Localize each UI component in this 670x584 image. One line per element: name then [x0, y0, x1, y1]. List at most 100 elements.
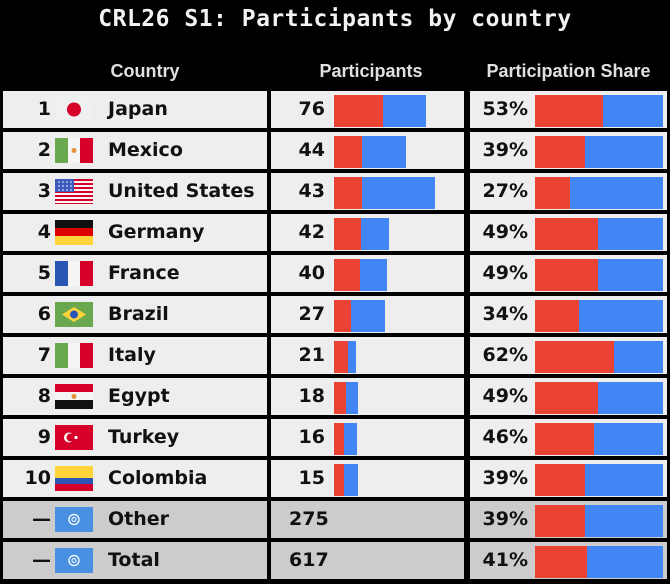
share-value: 53%: [482, 98, 528, 120]
rank-label: 8: [37, 385, 51, 407]
japan-flag-icon: [55, 97, 93, 122]
country-name: Turkey: [108, 426, 180, 448]
participants-bar: [334, 382, 358, 414]
country-cell: 4 Germany: [3, 214, 267, 251]
rank-label: —: [32, 508, 51, 530]
country-cell: 5 France: [3, 255, 267, 292]
participants-value: 16: [298, 426, 325, 448]
table-row: 2 Mexico 44 39%: [0, 132, 670, 169]
participants-cell: 16: [271, 419, 464, 456]
rank-label: —: [32, 549, 51, 571]
share-value: 49%: [482, 385, 528, 407]
participants-bar: [334, 95, 426, 127]
share-value: 49%: [482, 262, 528, 284]
header-country: Country: [110, 61, 180, 81]
share-value: 39%: [482, 508, 528, 530]
share-cell: 49%: [470, 214, 667, 251]
share-bar: [535, 341, 663, 373]
country-cell: — Total: [3, 542, 267, 579]
country-name: Italy: [108, 344, 156, 366]
usa-flag-icon: [55, 179, 93, 204]
table-row: 10 Colombia 15 39%: [0, 460, 670, 497]
egypt-flag-icon: [55, 384, 93, 409]
country-cell: 10 Colombia: [3, 460, 267, 497]
country-name: Brazil: [108, 303, 169, 325]
participants-bar: [334, 464, 358, 496]
turkey-flag-icon: [55, 425, 93, 450]
share-bar: [535, 218, 663, 250]
rank-label: 4: [37, 221, 51, 243]
country-name: Japan: [108, 98, 168, 120]
share-cell: 39%: [470, 501, 667, 538]
rank-label: 1: [37, 98, 51, 120]
share-value: 39%: [482, 467, 528, 489]
participants-value: 617: [289, 549, 329, 571]
country-cell: 6 Brazil: [3, 296, 267, 333]
participants-cell: 275: [271, 501, 464, 538]
participants-cell: 42: [271, 214, 464, 251]
participants-value: 275: [289, 508, 329, 530]
share-cell: 41%: [470, 542, 667, 579]
country-cell: 7 Italy: [3, 337, 267, 374]
share-cell: 34%: [470, 296, 667, 333]
share-value: 39%: [482, 139, 528, 161]
header-participants: Participants: [319, 61, 423, 81]
country-name: Mexico: [108, 139, 183, 161]
share-cell: 39%: [470, 460, 667, 497]
participants-bar: [334, 259, 387, 291]
share-bar: [535, 546, 663, 578]
country-name: United States: [108, 180, 255, 202]
participants-cell: 617: [271, 542, 464, 579]
rank-label: 3: [37, 180, 51, 202]
share-cell: 62%: [470, 337, 667, 374]
share-value: 46%: [482, 426, 528, 448]
share-cell: 53%: [470, 91, 667, 128]
participants-value: 18: [298, 385, 325, 407]
country-name: Other: [108, 508, 170, 530]
share-bar: [535, 464, 663, 496]
share-value: 49%: [482, 221, 528, 243]
summary-row: — Total 617 41%: [0, 542, 670, 579]
table-row: 4 Germany 42 49%: [0, 214, 670, 251]
share-bar: [535, 136, 663, 168]
share-bar: [535, 259, 663, 291]
rank-label: 9: [37, 426, 51, 448]
share-cell: 49%: [470, 378, 667, 415]
participants-bar: [334, 136, 406, 168]
participants-cell: 21: [271, 337, 464, 374]
participants-bar: [334, 341, 356, 373]
country-name: Colombia: [108, 467, 208, 489]
participants-value: 21: [298, 344, 325, 366]
table-row: 5 France 40 49%: [0, 255, 670, 292]
participants-value: 76: [298, 98, 325, 120]
participants-bar: [334, 300, 385, 332]
rank-label: 7: [37, 344, 51, 366]
country-cell: 8 Egypt: [3, 378, 267, 415]
share-value: 27%: [482, 180, 528, 202]
share-cell: 27%: [470, 173, 667, 210]
share-value: 41%: [482, 549, 528, 571]
participants-bar: [334, 177, 435, 209]
country-name: Germany: [108, 221, 205, 243]
participants-cell: 43: [271, 173, 464, 210]
table-row: 6 Brazil 27 34%: [0, 296, 670, 333]
share-cell: 46%: [470, 419, 667, 456]
participants-cell: 18: [271, 378, 464, 415]
un-flag-icon: [55, 548, 93, 573]
share-bar: [535, 300, 663, 332]
participants-cell: 44: [271, 132, 464, 169]
share-bar: [535, 505, 663, 537]
table-row: 8 Egypt 18 49%: [0, 378, 670, 415]
italy-flag-icon: [55, 343, 93, 368]
participants-bar: [334, 423, 357, 455]
share-cell: 39%: [470, 132, 667, 169]
participants-cell: 15: [271, 460, 464, 497]
participants-value: 43: [298, 180, 325, 202]
brazil-flag-icon: [55, 302, 93, 327]
chart-title: CRL26 S1: Participants by country: [98, 6, 572, 32]
country-cell: — Other: [3, 501, 267, 538]
header-share: Participation Share: [486, 61, 651, 81]
un-flag-icon: [55, 507, 93, 532]
germany-flag-icon: [55, 220, 93, 245]
country-cell: 3 United States: [3, 173, 267, 210]
